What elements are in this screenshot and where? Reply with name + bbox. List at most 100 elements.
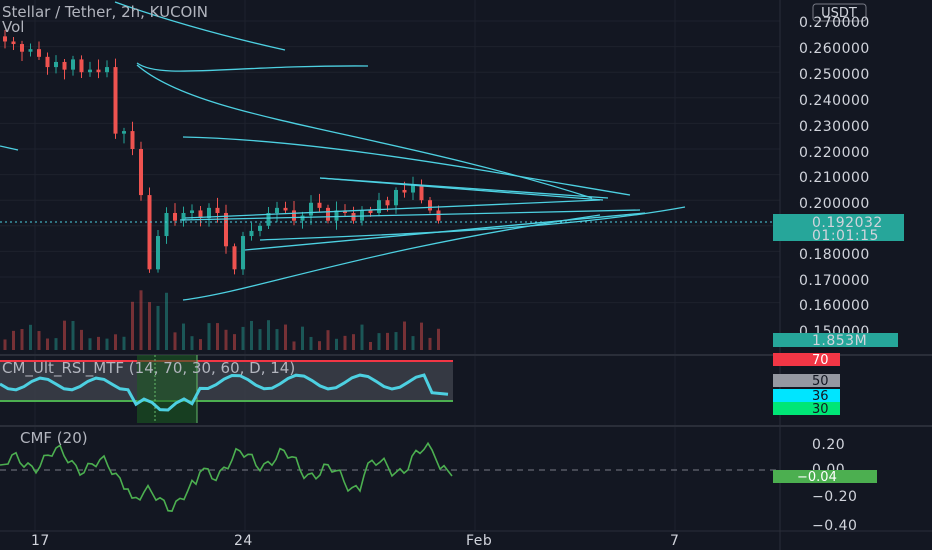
volume-bar bbox=[80, 329, 83, 350]
candle-body bbox=[198, 210, 203, 219]
candle-body bbox=[326, 207, 330, 221]
price-tick: 0.270000 bbox=[799, 15, 870, 31]
candle-body bbox=[368, 210, 373, 213]
volume-bar bbox=[216, 323, 219, 350]
last-price-value: 0.192032 bbox=[812, 215, 883, 231]
volume-bar bbox=[37, 331, 41, 350]
volume-bar bbox=[258, 329, 262, 350]
candle-body bbox=[419, 184, 424, 201]
volume-bar bbox=[114, 334, 117, 350]
volume-bar bbox=[301, 326, 304, 350]
rsi-badge-36: 36 bbox=[773, 389, 840, 404]
volume-bar bbox=[250, 320, 253, 350]
candle-body bbox=[258, 225, 262, 231]
candle-body bbox=[62, 61, 67, 70]
countdown-value: 01:01:15 bbox=[812, 228, 879, 244]
candle-body bbox=[377, 200, 381, 213]
volume-bar bbox=[71, 320, 75, 350]
cmf-last-value: −0.04 bbox=[797, 470, 837, 485]
time-label: 7 bbox=[670, 533, 679, 549]
volume-bar bbox=[199, 339, 202, 350]
volume-bar bbox=[97, 336, 100, 350]
trendlines bbox=[0, 1, 686, 301]
candle-body bbox=[275, 207, 279, 213]
volume-badge: 1.853M bbox=[773, 333, 898, 349]
volume-bar bbox=[156, 305, 160, 350]
volume-bar bbox=[369, 341, 372, 350]
volume-bar bbox=[182, 323, 185, 350]
candle-body bbox=[130, 131, 135, 149]
volume-bar bbox=[173, 332, 177, 350]
trendline bbox=[259, 206, 686, 241]
trendline bbox=[114, 1, 286, 51]
rsi-oversold-zone bbox=[137, 355, 197, 423]
trendline bbox=[184, 199, 601, 219]
candle-body bbox=[156, 236, 160, 270]
volume-bar bbox=[241, 326, 245, 350]
candle-body bbox=[232, 246, 237, 270]
candle-body bbox=[105, 67, 109, 73]
candle-body bbox=[207, 207, 211, 219]
volume-bar bbox=[105, 338, 109, 350]
candle-body bbox=[334, 210, 339, 221]
candle-body bbox=[181, 213, 186, 221]
trendline bbox=[136, 64, 593, 199]
candle-body bbox=[71, 59, 75, 70]
candle-body bbox=[411, 184, 415, 193]
trendline bbox=[244, 212, 646, 251]
volume-value: 1.853M bbox=[812, 333, 867, 349]
trendline bbox=[182, 214, 601, 301]
volume-bar bbox=[326, 330, 330, 350]
price-tick: 0.260000 bbox=[799, 41, 870, 57]
rsi-badge-50-text: 50 bbox=[812, 374, 829, 389]
candle-body bbox=[190, 210, 194, 213]
volume-bar bbox=[267, 320, 270, 350]
candles bbox=[3, 30, 441, 275]
cmf-title: CMF (20) bbox=[20, 429, 88, 447]
cmf-pane[interactable] bbox=[0, 441, 780, 512]
volume-bar bbox=[318, 341, 321, 350]
cmf-last-badge: −0.04 bbox=[773, 470, 877, 485]
volume-bar bbox=[190, 336, 194, 350]
time-label: Feb bbox=[466, 533, 492, 549]
trendline bbox=[182, 136, 631, 196]
volume-bar bbox=[3, 339, 7, 350]
candle-body bbox=[28, 49, 33, 52]
volume-bar bbox=[309, 336, 313, 350]
candle-body bbox=[224, 213, 228, 247]
volume-bar bbox=[292, 341, 296, 350]
price-axis[interactable]: 0.270000 0.260000 0.250000 0.240000 0.23… bbox=[799, 15, 870, 340]
candle-body bbox=[317, 202, 322, 208]
candle-body bbox=[402, 189, 407, 193]
time-label: 24 bbox=[234, 533, 253, 549]
volume-bar bbox=[335, 338, 338, 350]
candle-body bbox=[11, 41, 16, 45]
price-tick: 0.200000 bbox=[799, 196, 870, 212]
cmf-tick: −0.40 bbox=[812, 518, 857, 534]
candle-body bbox=[45, 56, 50, 68]
price-tick: 0.240000 bbox=[799, 93, 870, 109]
candle-body bbox=[428, 200, 432, 211]
volume-bar bbox=[386, 332, 389, 350]
volume-bar bbox=[275, 329, 279, 350]
volume-bars bbox=[3, 290, 440, 350]
rsi-pane[interactable] bbox=[0, 355, 453, 423]
candle-body bbox=[88, 69, 92, 73]
volume-bar bbox=[131, 301, 134, 350]
cmf-tick: 0.20 bbox=[812, 437, 845, 453]
rsi-line bbox=[0, 373, 449, 412]
rsi-badge-70-text: 70 bbox=[812, 353, 829, 368]
volume-bar bbox=[233, 334, 236, 350]
candle-body bbox=[79, 59, 84, 73]
time-axis[interactable]: 17 24 Feb 7 bbox=[31, 533, 679, 549]
cmf-line bbox=[0, 441, 453, 512]
rsi-badge-30: 30 bbox=[773, 402, 840, 417]
candle-body bbox=[249, 230, 254, 237]
currency-button[interactable]: USDT bbox=[812, 3, 867, 22]
cmf-tick: −0.20 bbox=[812, 489, 857, 505]
rsi-badge-70: 70 bbox=[773, 353, 840, 368]
cmf-axis[interactable]: 0.20 0.00 −0.20 −0.40 −0.04 bbox=[773, 437, 877, 534]
price-tick: 0.220000 bbox=[799, 145, 870, 161]
price-tick: 0.170000 bbox=[799, 273, 870, 289]
